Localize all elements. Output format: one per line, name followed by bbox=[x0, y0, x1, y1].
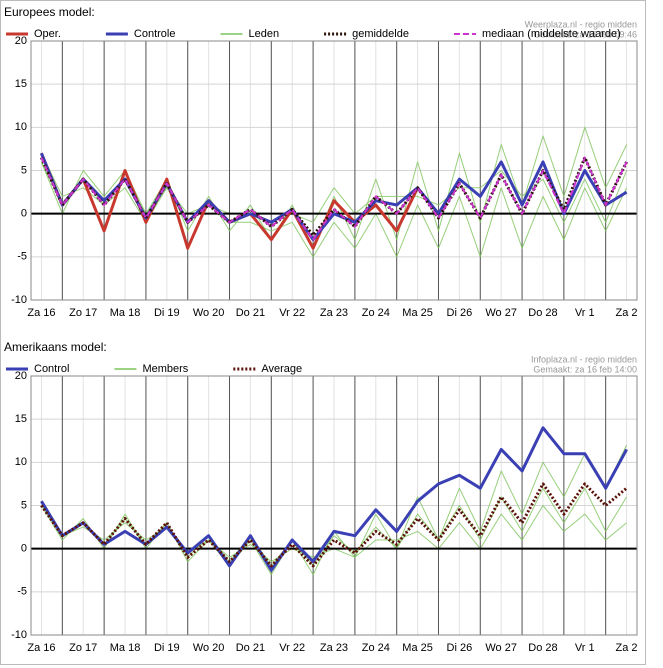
legend-label: Leden bbox=[248, 28, 279, 40]
legend-label: Average bbox=[261, 363, 302, 375]
source: Weerplaza.nl - regio midden bbox=[525, 19, 637, 29]
x-tick-label: Do 21 bbox=[236, 642, 265, 654]
y-tick-label: 10 bbox=[15, 456, 27, 468]
x-tick-label: Do 21 bbox=[236, 307, 265, 319]
plot-border bbox=[30, 375, 638, 636]
y-tick-label: -10 bbox=[11, 294, 27, 306]
x-tick-label: Zo 24 bbox=[362, 642, 390, 654]
series-group bbox=[31, 426, 637, 576]
x-tick-label: Di 26 bbox=[447, 307, 473, 319]
legend-label: gemiddelde bbox=[352, 28, 409, 40]
legend-label: Oper. bbox=[34, 28, 61, 40]
x-tick-label: Za 16 bbox=[27, 642, 55, 654]
y-tick-label: 20 bbox=[15, 370, 27, 382]
created: Gemaakt: za 16 feb 14:00 bbox=[533, 364, 637, 374]
y-tick-label: 0 bbox=[21, 543, 27, 555]
x-tick-label: Ma 18 bbox=[110, 307, 141, 319]
x-tick-label: Vr 22 bbox=[279, 307, 305, 319]
x-tick-label: Ma 25 bbox=[402, 642, 433, 654]
y-tick-label: 10 bbox=[15, 121, 27, 133]
created: Gemaakt: za 16 feb 09:46 bbox=[533, 29, 637, 39]
x-tick-label: Di 19 bbox=[154, 307, 180, 319]
x-tick-label: Za 23 bbox=[320, 307, 348, 319]
x-tick-label: Wo 20 bbox=[193, 642, 225, 654]
series-group bbox=[31, 126, 637, 258]
x-tick-label: Wo 20 bbox=[193, 307, 225, 319]
x-tick-label: Za 23 bbox=[320, 642, 348, 654]
y-tick-label: -5 bbox=[17, 251, 27, 263]
x-tick-label: Ma 18 bbox=[110, 642, 141, 654]
y-tick-label: 15 bbox=[15, 78, 27, 90]
chart-title: Amerikaans model: bbox=[4, 340, 107, 354]
x-tick-label: Zo 17 bbox=[69, 307, 97, 319]
x-tick-label: Di 19 bbox=[154, 642, 180, 654]
legend-label: Controle bbox=[134, 28, 176, 40]
plot-border bbox=[30, 40, 638, 301]
series-line bbox=[40, 487, 628, 567]
source: Infoplaza.nl - regio midden bbox=[531, 354, 637, 364]
x-tick-label: Ma 25 bbox=[402, 307, 433, 319]
x-tick-label: Do 28 bbox=[528, 307, 557, 319]
x-tick-label: Vr 1 bbox=[575, 307, 595, 319]
x-tick-label: Vr 1 bbox=[575, 642, 595, 654]
x-tick-label: Wo 27 bbox=[485, 642, 517, 654]
y-tick-label: 0 bbox=[21, 208, 27, 220]
y-tick-label: 5 bbox=[21, 164, 27, 176]
x-tick-label: Vr 22 bbox=[279, 642, 305, 654]
y-tick-label: -10 bbox=[11, 629, 27, 641]
x-tick-label: Za 2 bbox=[616, 642, 638, 654]
x-tick-label: Di 26 bbox=[447, 642, 473, 654]
y-tick-label: -5 bbox=[17, 586, 27, 598]
y-tick-label: 20 bbox=[15, 35, 27, 47]
series-line bbox=[40, 426, 628, 572]
x-tick-label: Zo 24 bbox=[362, 307, 390, 319]
legend-label: Members bbox=[142, 363, 188, 375]
x-tick-label: Za 16 bbox=[27, 307, 55, 319]
legend-label: mediaan (middelste waarde) bbox=[482, 28, 621, 40]
chart-title: Europees model: bbox=[4, 5, 95, 19]
x-tick-label: Za 2 bbox=[616, 307, 638, 319]
x-tick-label: Wo 27 bbox=[485, 307, 517, 319]
y-tick-label: 15 bbox=[15, 413, 27, 425]
y-tick-label: 5 bbox=[21, 499, 27, 511]
x-tick-label: Zo 17 bbox=[69, 642, 97, 654]
legend-label: Control bbox=[34, 363, 69, 375]
series-line bbox=[40, 126, 628, 249]
x-tick-label: Do 28 bbox=[528, 642, 557, 654]
series-line bbox=[40, 156, 628, 241]
frame bbox=[0, 0, 646, 665]
